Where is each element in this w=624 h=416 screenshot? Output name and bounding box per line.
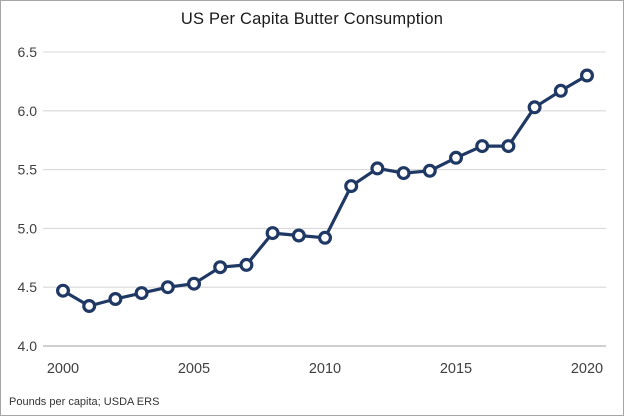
data-point-marker: [318, 230, 333, 245]
data-point-marker: [370, 161, 385, 176]
y-tick-label: 4.0: [18, 338, 38, 354]
x-tick-label: 2015: [440, 361, 472, 377]
data-point-marker: [475, 139, 490, 154]
data-point-marker: [160, 280, 175, 295]
data-point-marker: [501, 139, 516, 154]
x-tick-label: 2020: [571, 361, 603, 377]
gridlines: [43, 51, 606, 347]
data-point-marker: [82, 299, 97, 314]
data-point-marker: [422, 163, 437, 178]
data-point-marker: [108, 292, 123, 307]
x-tick-label: 2005: [178, 361, 210, 377]
data-series-line: [61, 73, 589, 308]
y-tick-label: 5.0: [18, 220, 38, 236]
x-tick-label: 2010: [309, 361, 341, 377]
data-point-marker: [291, 228, 306, 243]
data-point-marker: [527, 100, 542, 115]
y-tick-label: 6.5: [18, 44, 38, 60]
y-axis-tick-labels: 4.0 4.5 5.0 5.5 6.0 6.5: [18, 44, 38, 354]
x-axis-tick-labels: 2000 2005 2010 2015 2020: [47, 361, 603, 377]
data-point-marker: [553, 83, 568, 98]
x-tick-label: 2000: [47, 361, 79, 377]
y-tick-label: 6.0: [18, 103, 38, 119]
y-tick-label: 5.5: [18, 162, 38, 178]
data-point-marker: [396, 166, 411, 181]
chart-title: US Per Capita Butter Consumption: [180, 10, 444, 28]
data-point-marker: [55, 283, 70, 298]
source-note: Pounds per capita; USDA ERS: [9, 396, 160, 408]
data-point-marker: [239, 257, 254, 272]
data-point-marker: [449, 150, 464, 165]
data-point-markers: [55, 68, 594, 314]
data-point-marker: [134, 286, 149, 301]
y-tick-label: 4.5: [18, 279, 38, 295]
data-point-marker: [265, 226, 280, 241]
data-point-marker: [187, 276, 202, 291]
data-point-marker: [344, 179, 359, 194]
data-point-marker: [213, 260, 228, 275]
data-point-marker: [579, 68, 594, 83]
